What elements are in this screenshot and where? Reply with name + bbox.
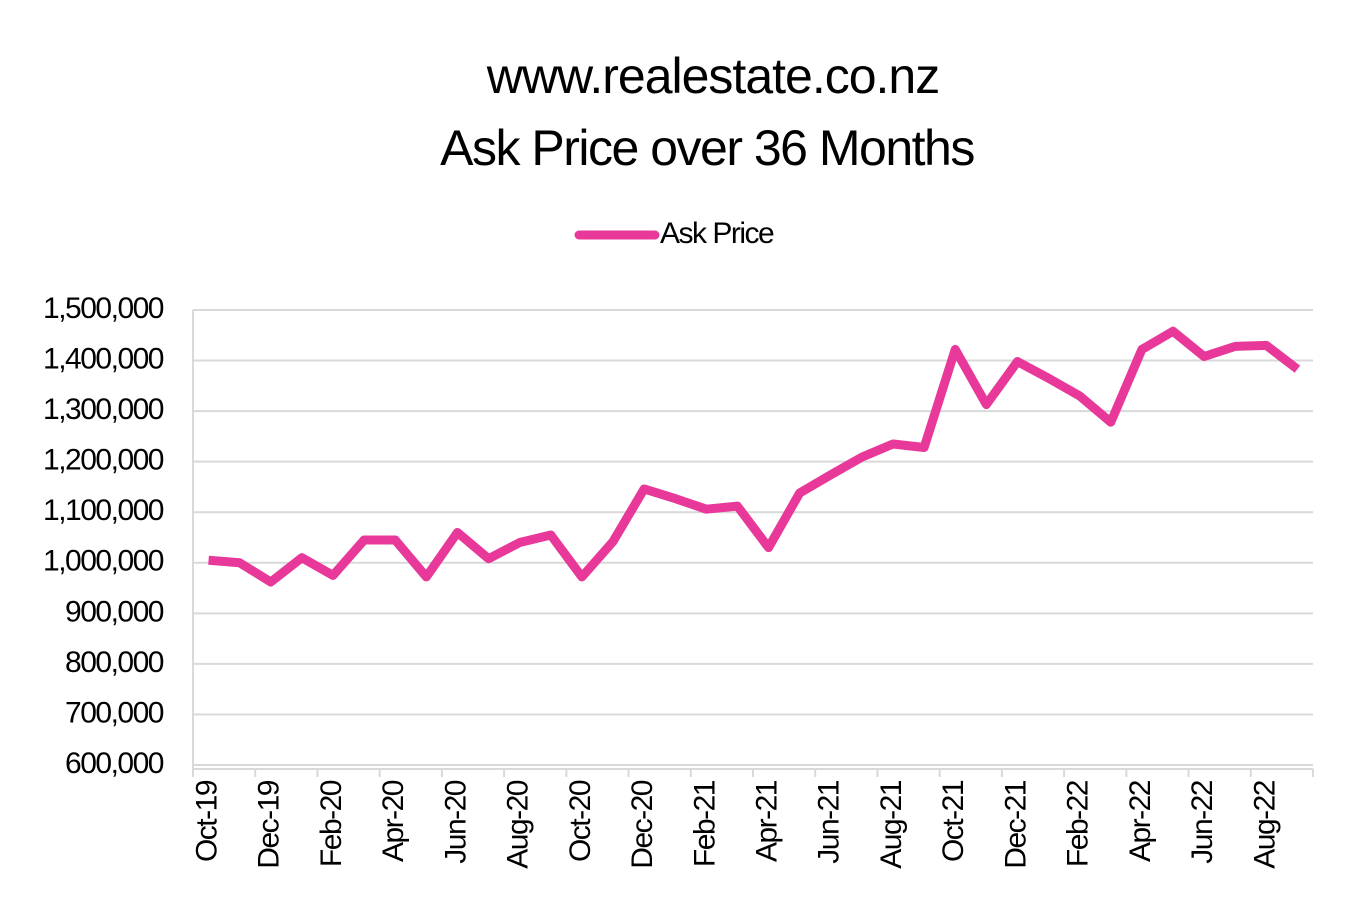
x-tick-label: Apr-20	[377, 780, 410, 862]
x-tick-label: Feb-20	[315, 780, 348, 867]
chart-title: www.realestate.co.nz	[486, 48, 939, 104]
x-tick-label: Jun-22	[1186, 780, 1219, 864]
x-tick-label: Dec-21	[999, 780, 1032, 869]
y-tick-label: 800,000	[65, 646, 164, 679]
x-tick-label: Aug-22	[1248, 780, 1281, 869]
y-tick-label: 1,400,000	[43, 342, 164, 375]
x-tick-label: Jun-20	[439, 780, 472, 864]
x-tick-label: Aug-21	[875, 780, 908, 869]
legend-label: Ask Price	[660, 217, 774, 250]
x-tick-label: Oct-20	[564, 780, 597, 862]
x-tick-label: Apr-22	[1124, 780, 1157, 862]
y-tick-label: 600,000	[65, 747, 164, 780]
y-tick-label: 1,500,000	[43, 292, 164, 325]
chart-title: Ask Price over 36 Months	[440, 120, 974, 176]
x-tick-label: Dec-19	[253, 780, 286, 869]
data-line	[208, 326, 1301, 587]
y-tick-label: 1,000,000	[43, 545, 164, 578]
x-tick-label: Dec-20	[626, 780, 659, 869]
x-tick-label: Oct-21	[937, 780, 970, 862]
x-tick-label: Feb-21	[688, 780, 721, 867]
y-tick-label: 700,000	[65, 696, 164, 729]
y-tick-label: 1,100,000	[43, 494, 164, 527]
x-tick-label: Aug-20	[502, 780, 535, 869]
x-tick-label: Oct-19	[190, 780, 223, 862]
y-tick-label: 900,000	[65, 595, 164, 628]
x-tick-label: Feb-22	[1062, 780, 1095, 867]
x-tick-label: Jun-21	[813, 780, 846, 864]
x-tick-label: Apr-21	[750, 780, 783, 862]
y-tick-label: 1,300,000	[43, 393, 164, 426]
y-tick-label: 1,200,000	[43, 444, 164, 477]
